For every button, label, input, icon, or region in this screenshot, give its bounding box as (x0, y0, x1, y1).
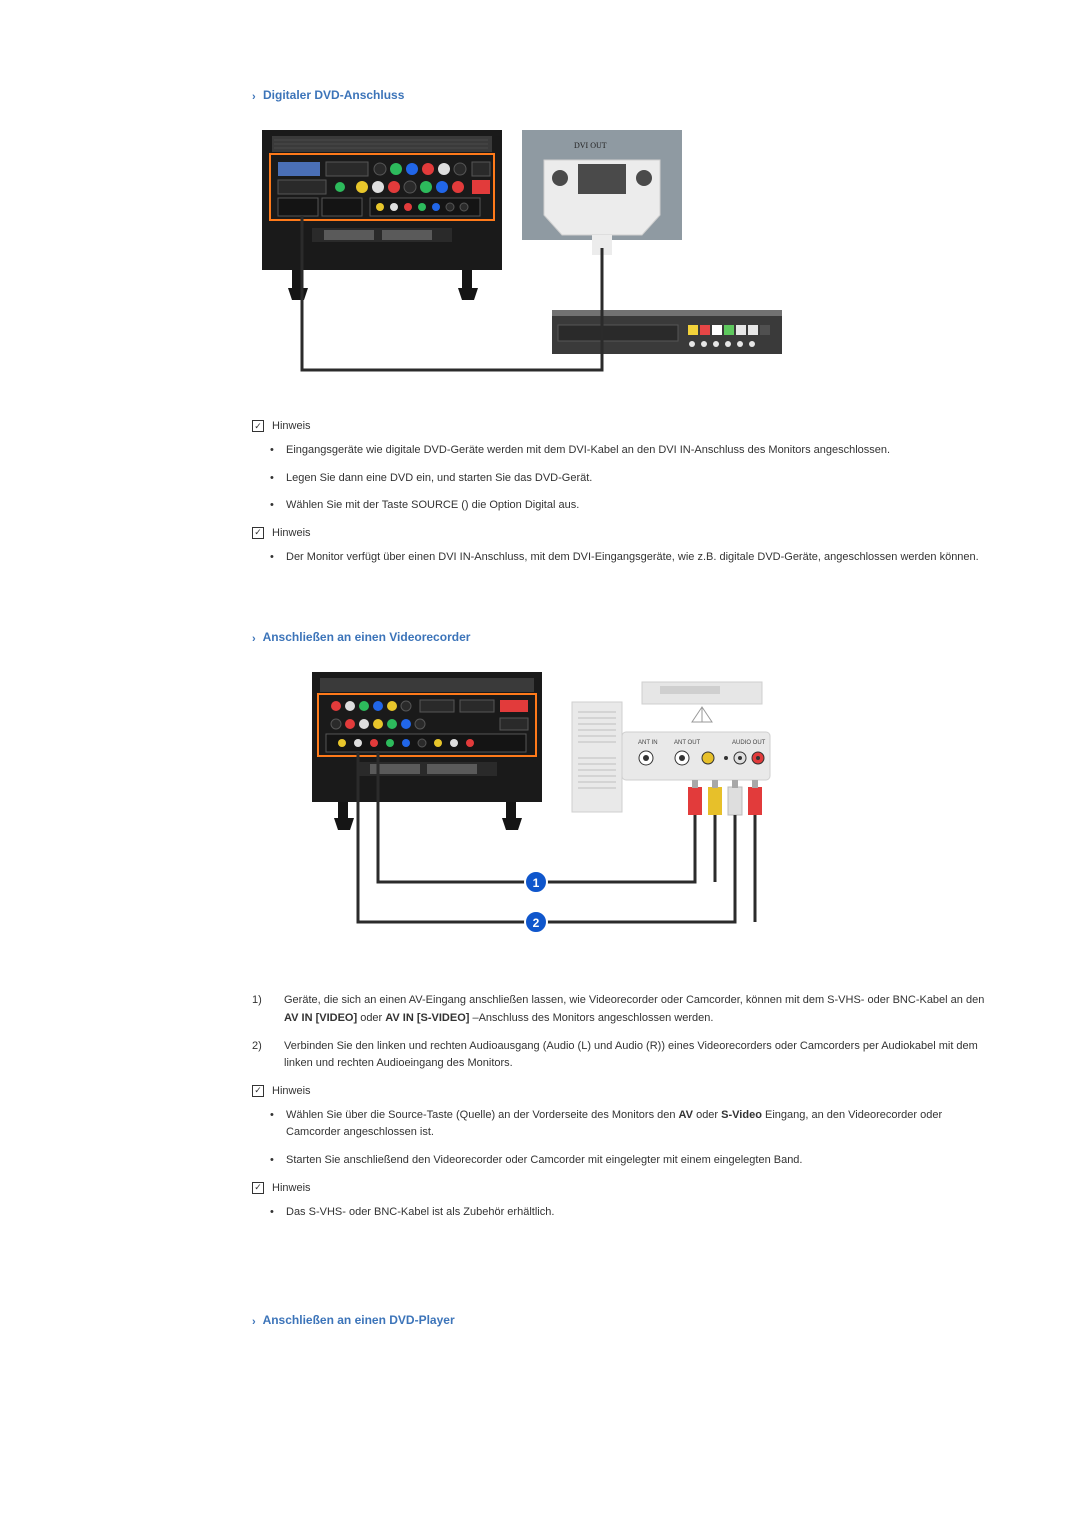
hinweis-row: ✓ Hinweis (252, 527, 990, 539)
list-item: 1) Geräte, die sich an einen AV-Eingang … (252, 992, 990, 1027)
hinweis-label: Hinweis (272, 1085, 311, 1097)
hinweis-label: Hinweis (272, 1182, 311, 1194)
chevron-right-icon: › (252, 1316, 256, 1328)
svg-text:DVI OUT: DVI OUT (574, 141, 607, 150)
list-item: Wählen Sie über die Source-Taste (Quelle… (270, 1107, 990, 1142)
hinweis-label: Hinweis (272, 527, 311, 539)
bullet-list: Wählen Sie über die Source-Taste (Quelle… (252, 1107, 990, 1170)
figure-vcr: ANT IN ANT OUT AUDIO OUT (302, 662, 990, 962)
list-item: Wählen Sie mit der Taste SOURCE () die O… (270, 497, 990, 515)
hinweis-row: ✓ Hinweis (252, 1085, 990, 1097)
checkbox-icon: ✓ (252, 420, 264, 432)
checkbox-icon: ✓ (252, 1085, 264, 1097)
section-heading-vcr: › Anschließen an einen Videorecorder (252, 630, 990, 644)
section-title: Anschließen an einen DVD-Player (263, 1313, 455, 1327)
item-text: Geräte, die sich an einen AV-Eingang ans… (284, 992, 990, 1027)
section-heading-dvd-player: › Anschließen an einen DVD-Player (252, 1313, 990, 1327)
svg-text:2: 2 (533, 916, 540, 930)
chevron-right-icon: › (252, 91, 256, 103)
list-item: 2) Verbinden Sie den linken und rechten … (252, 1038, 990, 1073)
item-text: Verbinden Sie den linken und rechten Aud… (284, 1038, 990, 1073)
list-item: Starten Sie anschließend den Videorecord… (270, 1152, 990, 1170)
list-item: Der Monitor verfügt über einen DVI IN-An… (270, 549, 990, 567)
hinweis-row: ✓ Hinweis (252, 1182, 990, 1194)
svg-text:1: 1 (533, 876, 540, 890)
section-title: Anschließen an einen Videorecorder (263, 630, 471, 644)
list-item: Das S-VHS- oder BNC-Kabel ist als Zubehö… (270, 1204, 990, 1222)
section-heading-digital-dvd: › Digitaler DVD-Anschluss (252, 88, 990, 102)
chevron-right-icon: › (252, 633, 256, 645)
figure-digital-dvd: DVI OUT (252, 120, 990, 380)
bullet-list: Das S-VHS- oder BNC-Kabel ist als Zubehö… (252, 1204, 990, 1222)
item-number: 2) (252, 1038, 270, 1073)
section-title: Digitaler DVD-Anschluss (263, 88, 404, 102)
checkbox-icon: ✓ (252, 1182, 264, 1194)
bullet-list: Eingangsgeräte wie digitale DVD-Geräte w… (252, 442, 990, 515)
svg-text:ANT IN: ANT IN (638, 740, 658, 746)
checkbox-icon: ✓ (252, 527, 264, 539)
list-item: Eingangsgeräte wie digitale DVD-Geräte w… (270, 442, 990, 460)
list-item: Legen Sie dann eine DVD ein, und starten… (270, 470, 990, 488)
hinweis-row: ✓ Hinweis (252, 420, 990, 432)
item-number: 1) (252, 992, 270, 1027)
svg-text:AUDIO OUT: AUDIO OUT (732, 740, 766, 746)
svg-text:ANT OUT: ANT OUT (674, 740, 701, 746)
hinweis-label: Hinweis (272, 420, 311, 432)
numbered-list: 1) Geräte, die sich an einen AV-Eingang … (252, 992, 990, 1072)
bullet-list: Der Monitor verfügt über einen DVI IN-An… (252, 549, 990, 567)
